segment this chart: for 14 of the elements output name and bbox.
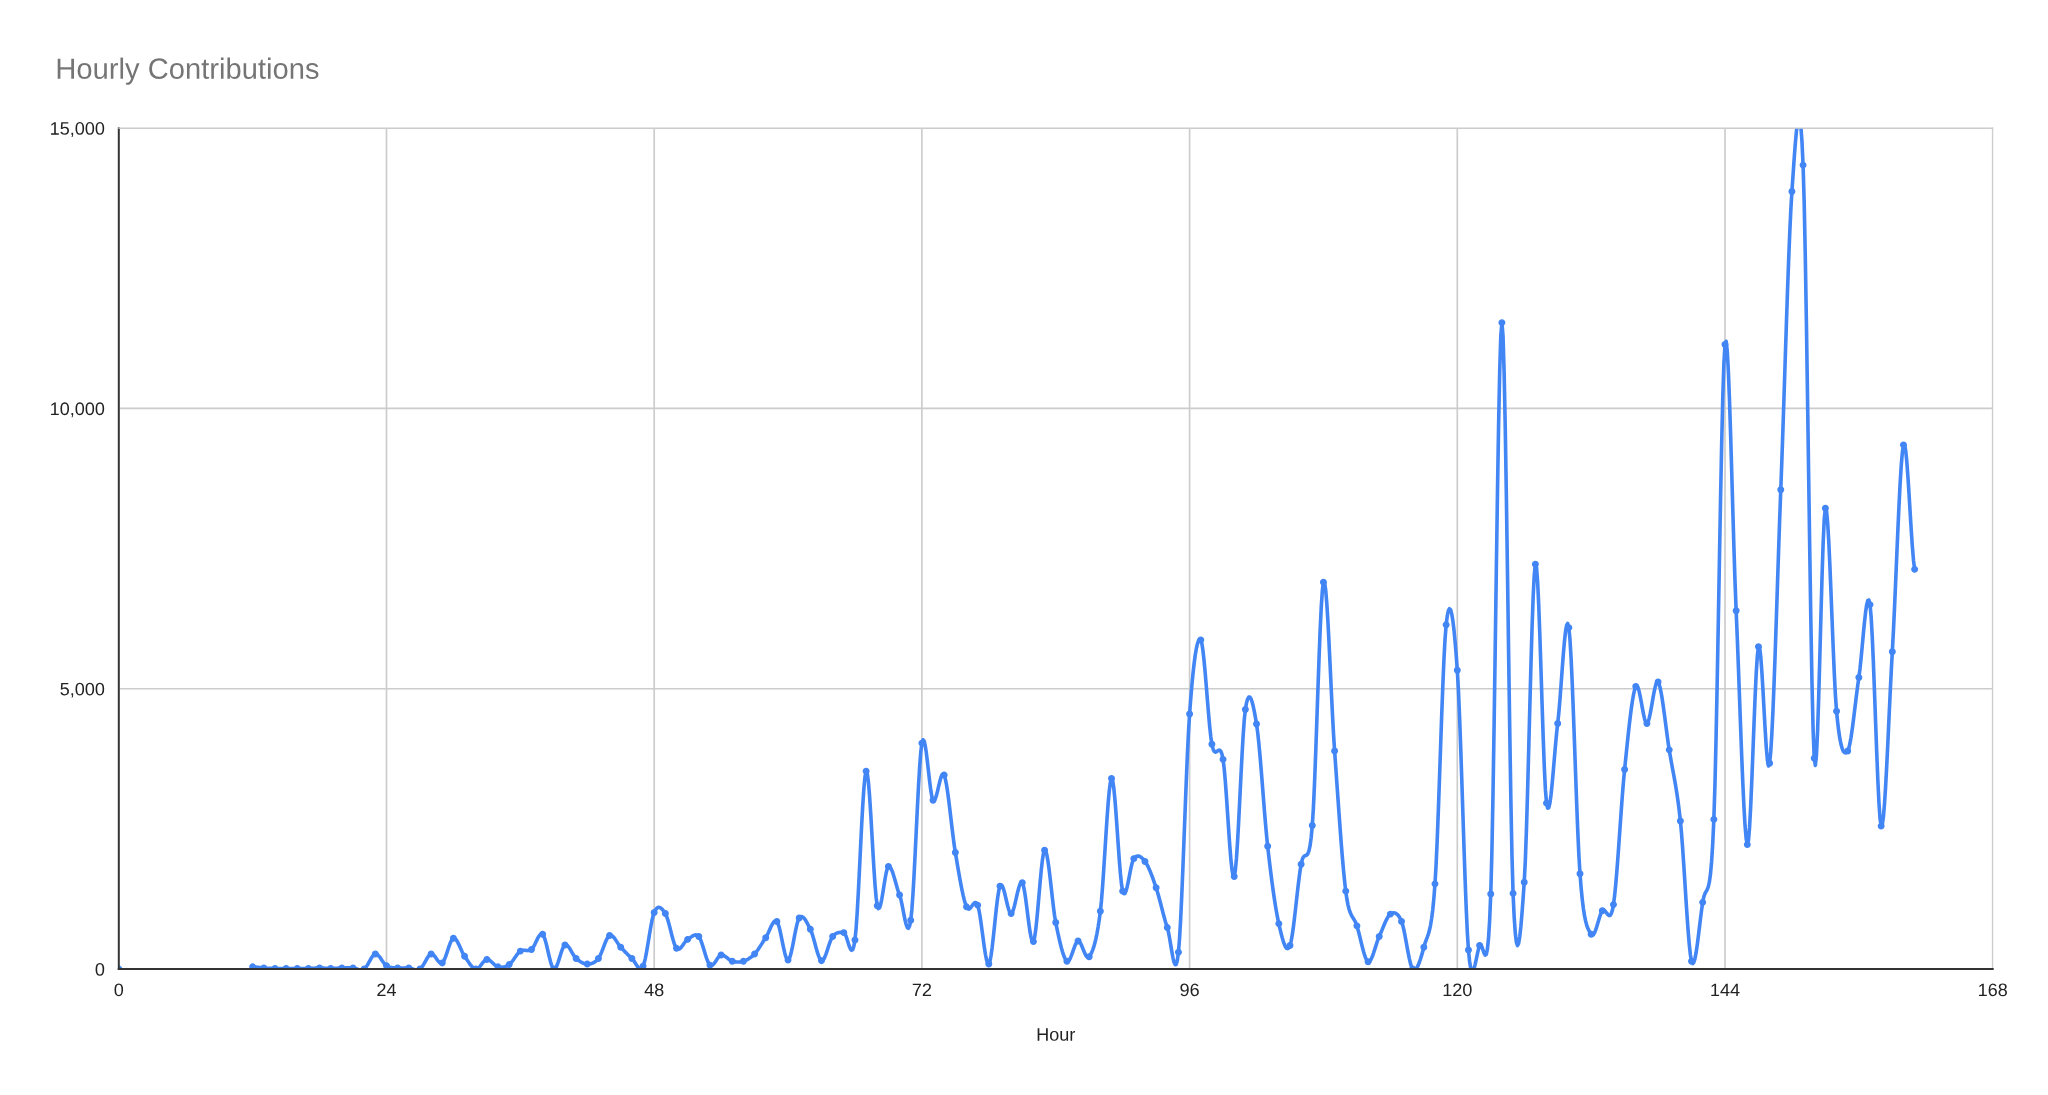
y-tick-label: 0 <box>95 963 105 976</box>
x-axis-title: Hour <box>1037 1028 1076 1041</box>
chart-title: Hourly Contributions <box>57 57 319 85</box>
x-tick-label: 120 <box>1443 983 1472 997</box>
y-tick-label: 10,000 <box>51 402 105 418</box>
x-tick-label: 24 <box>377 983 396 997</box>
x-tick-label: 144 <box>1711 983 1740 997</box>
x-tick-label: 96 <box>1180 983 1199 997</box>
y-tick-label: 15,000 <box>51 122 105 137</box>
y-tick-label: 5,000 <box>60 682 105 698</box>
x-tick-label: 0 <box>114 983 124 997</box>
x-tick-label: 72 <box>912 983 932 997</box>
x-tick-label: 48 <box>644 983 664 997</box>
x-tick-label: 168 <box>1979 983 2007 997</box>
